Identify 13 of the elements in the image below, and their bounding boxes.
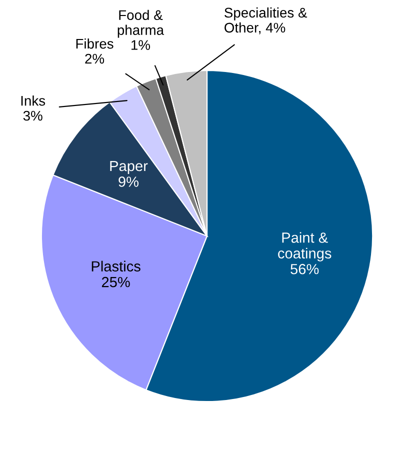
slice-label: Paint & coatings: [278, 232, 332, 262]
data-label: 2%: [85, 54, 104, 64]
slice-label: Food & pharma: [118, 10, 164, 38]
data-label: 1%: [131, 40, 150, 50]
slice-label: Plastics: [92, 260, 140, 272]
data-label: 3%: [23, 110, 42, 121]
data-label: 25%: [102, 276, 130, 288]
data-label: 56%: [290, 264, 319, 274]
slice-label: Inks: [21, 96, 46, 106]
slice-label: Paper: [110, 160, 148, 174]
slice-label: Fibres: [76, 38, 114, 49]
slice-label: Specialities & Other, 4%: [224, 7, 308, 34]
data-label: 9%: [118, 176, 139, 187]
